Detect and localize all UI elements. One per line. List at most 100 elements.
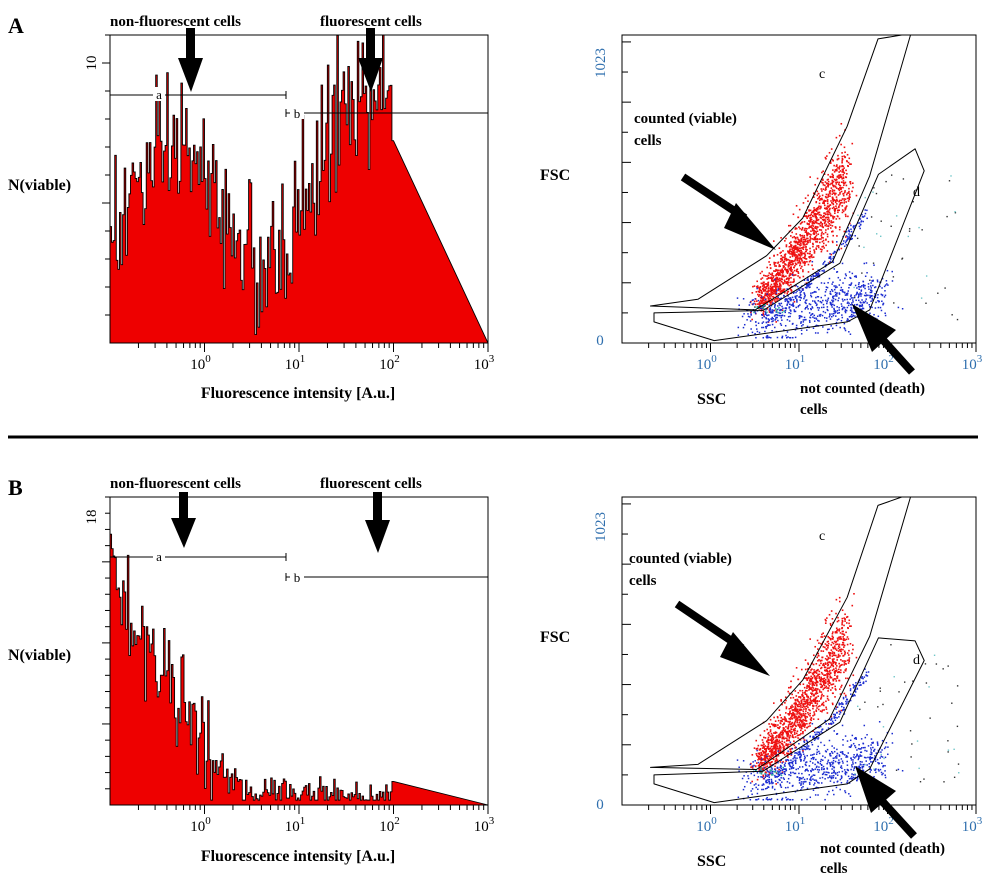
- viable-dot: [792, 675, 795, 678]
- viable-dot: [804, 691, 806, 694]
- viable-dot: [796, 255, 799, 257]
- death-dot: [818, 288, 820, 291]
- death-dot: [812, 769, 815, 771]
- viable-dot: [758, 294, 761, 296]
- viable-dot: [768, 296, 771, 298]
- viable-dot: [802, 731, 804, 733]
- viable-dot: [822, 695, 825, 697]
- viable-dot: [767, 743, 770, 746]
- viable-dot: [847, 627, 850, 630]
- histogram-a-ymax-label: 10: [84, 56, 100, 71]
- viable-dot: [812, 256, 815, 258]
- viable-dot: [789, 253, 791, 255]
- viable-dot: [763, 285, 765, 287]
- viable-dot: [802, 714, 805, 717]
- viable-dot: [794, 727, 796, 730]
- viable-dot: [831, 241, 834, 244]
- viable-dot: [788, 261, 791, 263]
- death-dot: [881, 756, 884, 758]
- viable-dot: [776, 272, 778, 275]
- viable-dot: [796, 251, 798, 253]
- death-dot: [841, 316, 844, 319]
- death-dot: [808, 282, 811, 284]
- outlier-dot: [947, 751, 949, 753]
- viable-dot: [807, 703, 809, 706]
- death-dot: [809, 283, 812, 285]
- viable-dot: [808, 722, 811, 725]
- death-dot: [830, 719, 832, 721]
- death-dot: [838, 759, 840, 761]
- viable-dot: [831, 652, 834, 655]
- viable-dot: [794, 703, 797, 706]
- viable-dot: [846, 197, 849, 200]
- death-dot: [850, 224, 852, 227]
- death-dot: [766, 796, 768, 799]
- viable-dot: [803, 246, 805, 248]
- death-dot: [765, 321, 768, 324]
- death-dot: [760, 776, 762, 778]
- viable-dot: [770, 750, 772, 753]
- viable-dot: [782, 266, 785, 269]
- outlier-dot: [920, 297, 923, 299]
- viable-dot: [804, 668, 807, 671]
- viable-dot: [788, 721, 791, 724]
- death-dot: [860, 220, 862, 223]
- viable-dot: [782, 250, 784, 252]
- viable-dot: [773, 724, 776, 727]
- viable-dot: [829, 723, 831, 725]
- death-dot: [819, 777, 821, 779]
- death-dot: [856, 754, 858, 757]
- viable-dot: [757, 744, 760, 747]
- viable-dot: [838, 630, 841, 632]
- death-dot: [829, 260, 832, 263]
- death-dot: [810, 741, 813, 744]
- viable-dot: [796, 711, 799, 714]
- viable-dot: [815, 672, 818, 674]
- death-dot: [797, 285, 799, 288]
- death-dot: [869, 306, 871, 308]
- death-dot: [879, 306, 882, 309]
- death-dot: [844, 292, 846, 294]
- viable-dot: [764, 286, 767, 288]
- death-dot: [835, 315, 837, 317]
- scatter-x-tick-label: 101: [785, 815, 806, 835]
- death-dot: [813, 314, 816, 317]
- viable-dot: [774, 261, 777, 264]
- death-dot: [799, 758, 802, 761]
- viable-dot: [798, 259, 801, 262]
- viable-dot: [812, 245, 814, 248]
- death-dot: [777, 770, 779, 772]
- viable-dot: [767, 289, 770, 292]
- viable-dot: [788, 267, 791, 270]
- viable-dot: [821, 678, 824, 680]
- viable-dot: [812, 654, 815, 657]
- viable-dot: [813, 674, 816, 677]
- viable-dot: [821, 194, 824, 197]
- viable-dot: [790, 705, 792, 708]
- viable-dot: [838, 671, 840, 673]
- death-dot: [812, 737, 814, 739]
- death-dot: [755, 783, 757, 785]
- histogram-b-y-ticks: [102, 496, 110, 790]
- death-dot: [812, 316, 814, 318]
- viable-dot: [846, 643, 849, 646]
- viable-dot: [798, 712, 801, 714]
- viable-dot: [836, 235, 838, 237]
- viable-dot: [756, 303, 759, 305]
- death-dot: [828, 790, 830, 793]
- death-dot: [858, 757, 860, 760]
- death-dot: [789, 315, 791, 318]
- viable-dot: [754, 765, 757, 768]
- viable-dot: [816, 219, 819, 222]
- viable-dot: [833, 209, 836, 211]
- death-dot: [792, 336, 794, 339]
- viable-dot: [779, 741, 782, 744]
- death-dot: [771, 309, 773, 311]
- death-dot: [776, 775, 778, 778]
- viable-dot: [756, 286, 758, 288]
- death-dot: [859, 227, 861, 230]
- scatter-b: 100 101 102 103 0 1023 FSC SSC c d counted …: [540, 496, 982, 877]
- viable-dot: [811, 704, 814, 707]
- viable-dot: [829, 622, 832, 625]
- viable-dot: [832, 198, 834, 201]
